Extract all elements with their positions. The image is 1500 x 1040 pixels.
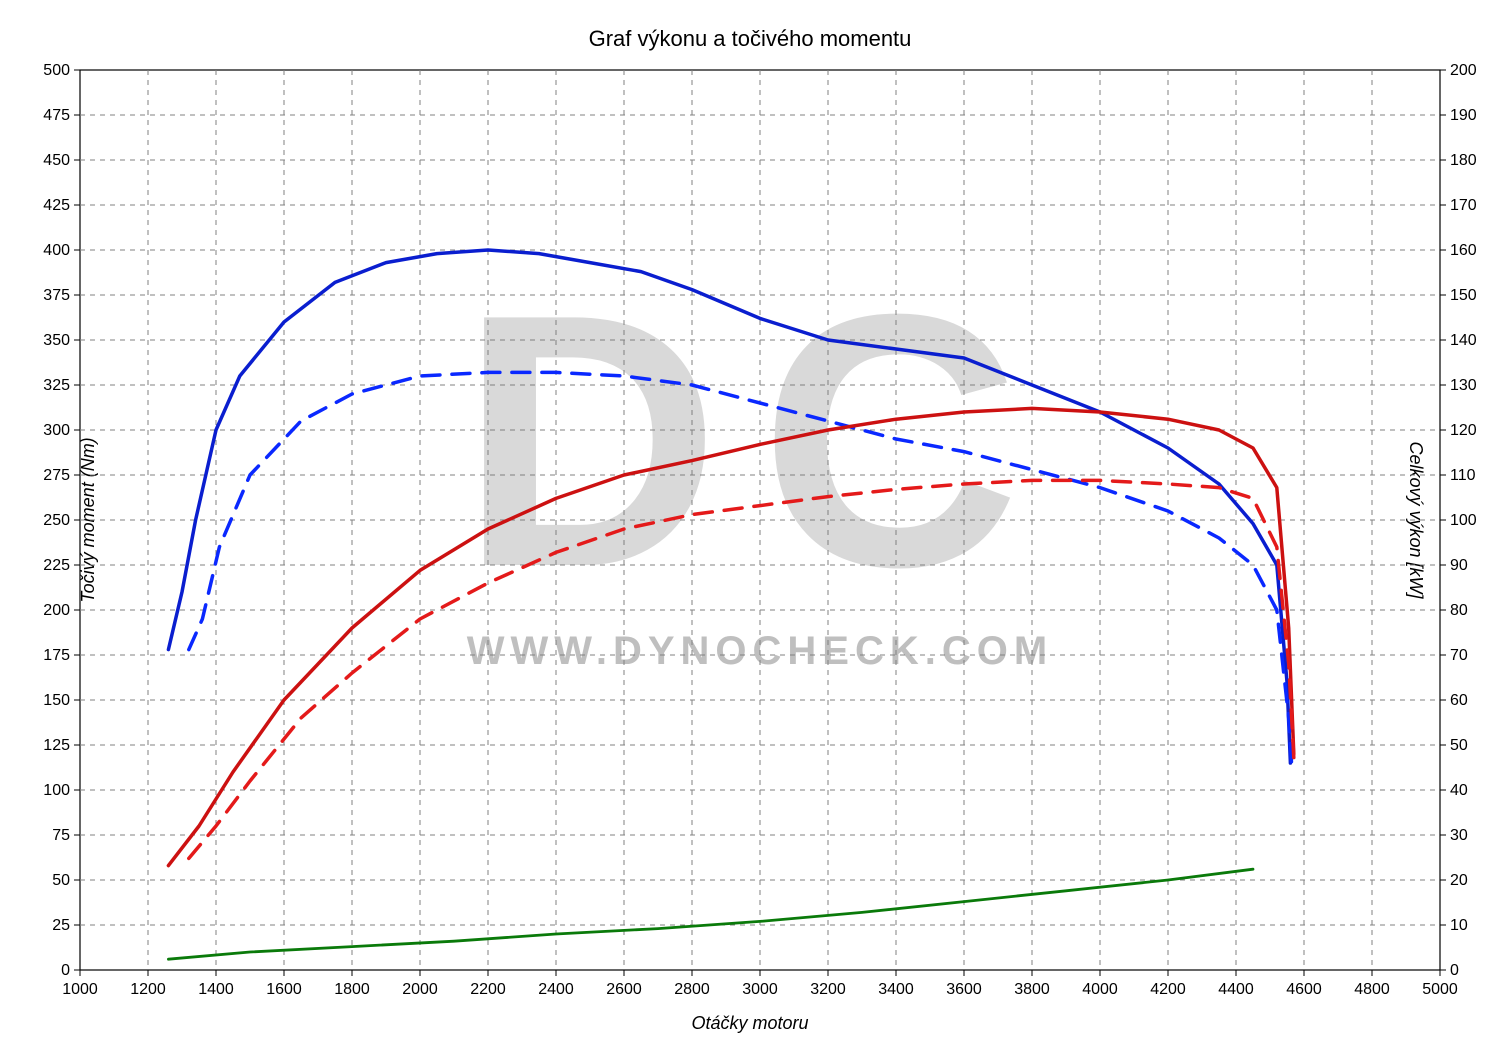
series-loss_power bbox=[168, 869, 1253, 959]
y-right-tick-label: 100 bbox=[1450, 512, 1477, 529]
x-tick-label: 2800 bbox=[674, 981, 710, 998]
chart-container: { "chart": { "type": "line", "title": "G… bbox=[0, 0, 1500, 1040]
x-tick-label: 2200 bbox=[470, 981, 506, 998]
chart-svg: DCWWW.DYNOCHECK.COM100012001400160018002… bbox=[0, 0, 1500, 1040]
y-right-tick-label: 120 bbox=[1450, 422, 1477, 439]
y-left-tick-label: 75 bbox=[52, 827, 70, 844]
y-right-tick-label: 50 bbox=[1450, 737, 1468, 754]
y-left-tick-label: 350 bbox=[43, 332, 70, 349]
y-right-tick-label: 200 bbox=[1450, 62, 1477, 79]
y-left-tick-label: 275 bbox=[43, 467, 70, 484]
x-tick-label: 1400 bbox=[198, 981, 234, 998]
y-right-tick-label: 190 bbox=[1450, 107, 1477, 124]
x-tick-label: 2400 bbox=[538, 981, 574, 998]
x-tick-label: 3200 bbox=[810, 981, 846, 998]
x-tick-label: 1200 bbox=[130, 981, 166, 998]
x-tick-label: 3400 bbox=[878, 981, 914, 998]
y-right-tick-label: 90 bbox=[1450, 557, 1468, 574]
y-left-tick-label: 300 bbox=[43, 422, 70, 439]
y-right-tick-label: 140 bbox=[1450, 332, 1477, 349]
y-left-tick-label: 325 bbox=[43, 377, 70, 394]
y-right-tick-label: 80 bbox=[1450, 602, 1468, 619]
y-left-tick-label: 425 bbox=[43, 197, 70, 214]
y-right-tick-label: 130 bbox=[1450, 377, 1477, 394]
x-tick-label: 3600 bbox=[946, 981, 982, 998]
x-tick-label: 1000 bbox=[62, 981, 98, 998]
y-left-tick-label: 0 bbox=[61, 962, 70, 979]
x-tick-label: 4400 bbox=[1218, 981, 1254, 998]
y-left-tick-label: 175 bbox=[43, 647, 70, 664]
y-right-tick-label: 20 bbox=[1450, 872, 1468, 889]
x-tick-label: 4000 bbox=[1082, 981, 1118, 998]
x-tick-label: 3000 bbox=[742, 981, 778, 998]
y-left-tick-label: 450 bbox=[43, 152, 70, 169]
x-tick-label: 4800 bbox=[1354, 981, 1390, 998]
y-right-tick-label: 60 bbox=[1450, 692, 1468, 709]
y-right-tick-label: 0 bbox=[1450, 962, 1459, 979]
x-tick-label: 2000 bbox=[402, 981, 438, 998]
y-right-tick-label: 160 bbox=[1450, 242, 1477, 259]
y-left-tick-label: 100 bbox=[43, 782, 70, 799]
y-left-tick-label: 475 bbox=[43, 107, 70, 124]
y-left-tick-label: 150 bbox=[43, 692, 70, 709]
x-tick-label: 3800 bbox=[1014, 981, 1050, 998]
y-left-tick-label: 225 bbox=[43, 557, 70, 574]
y-left-tick-label: 375 bbox=[43, 287, 70, 304]
x-tick-label: 4600 bbox=[1286, 981, 1322, 998]
y-right-tick-label: 70 bbox=[1450, 647, 1468, 664]
y-left-tick-label: 200 bbox=[43, 602, 70, 619]
x-tick-label: 1800 bbox=[334, 981, 370, 998]
y-left-tick-label: 25 bbox=[52, 917, 70, 934]
y-right-tick-label: 110 bbox=[1450, 467, 1476, 484]
x-tick-label: 1600 bbox=[266, 981, 302, 998]
y-right-tick-label: 40 bbox=[1450, 782, 1468, 799]
x-tick-label: 4200 bbox=[1150, 981, 1186, 998]
y-left-tick-label: 500 bbox=[43, 62, 70, 79]
y-right-tick-label: 10 bbox=[1450, 917, 1468, 934]
y-left-tick-label: 50 bbox=[52, 872, 70, 889]
y-left-tick-label: 400 bbox=[43, 242, 70, 259]
y-right-tick-label: 180 bbox=[1450, 152, 1477, 169]
y-left-tick-label: 250 bbox=[43, 512, 70, 529]
y-left-tick-label: 125 bbox=[43, 737, 70, 754]
y-right-tick-label: 170 bbox=[1450, 197, 1477, 214]
x-tick-label: 2600 bbox=[606, 981, 642, 998]
y-right-tick-label: 150 bbox=[1450, 287, 1477, 304]
y-right-tick-label: 30 bbox=[1450, 827, 1468, 844]
x-tick-label: 5000 bbox=[1422, 981, 1458, 998]
